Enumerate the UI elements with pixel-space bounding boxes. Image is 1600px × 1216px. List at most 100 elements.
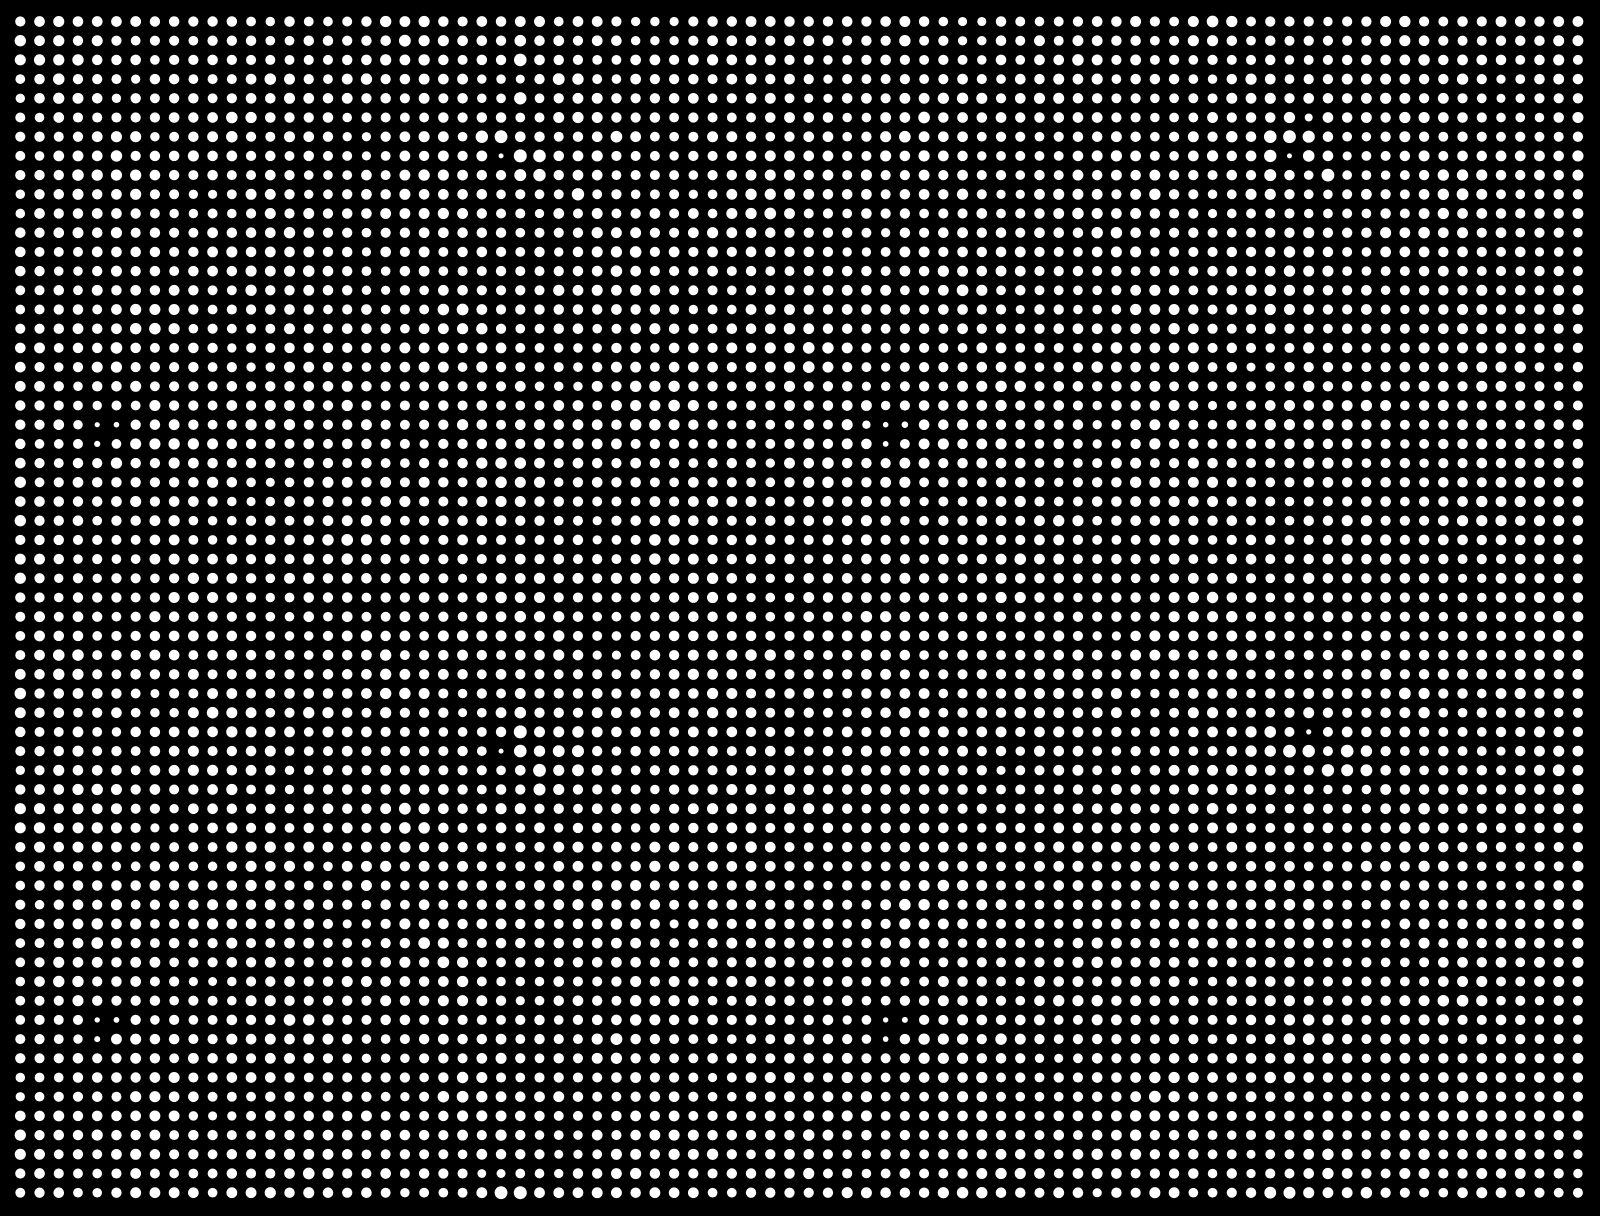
halftone-dot (111, 16, 122, 27)
halftone-dot (688, 131, 699, 142)
halftone-dot (630, 842, 641, 853)
halftone-dot (803, 592, 815, 603)
halftone-dot (207, 476, 219, 488)
halftone-dot (265, 669, 276, 680)
halftone-dot (880, 208, 891, 219)
halftone-dot (746, 439, 756, 449)
halftone-dot (1380, 515, 1391, 526)
halftone-dot (611, 35, 622, 46)
halftone-dot (15, 419, 26, 430)
halftone-dot (322, 380, 334, 392)
halftone-dot (592, 1091, 603, 1102)
halftone-dot (34, 1148, 45, 1160)
halftone-dot (208, 189, 218, 199)
halftone-dot (534, 54, 545, 66)
halftone-dot (457, 784, 468, 795)
halftone-dot (246, 170, 257, 181)
halftone-dot (1015, 285, 1026, 296)
halftone-dot (957, 899, 968, 910)
halftone-dot (1130, 342, 1142, 354)
halftone-dot (284, 611, 295, 622)
halftone-dot (399, 495, 411, 508)
halftone-dot (72, 841, 84, 853)
halftone-dot (1034, 419, 1045, 430)
halftone-dot (995, 399, 1007, 412)
halftone-dot (630, 669, 641, 680)
halftone-dot (1572, 1072, 1584, 1083)
halftone-dot (130, 169, 142, 181)
halftone-dot (342, 170, 353, 180)
halftone-dot (1476, 54, 1488, 66)
halftone-dot (168, 611, 180, 622)
halftone-dot (1015, 861, 1026, 872)
halftone-dot (611, 16, 622, 27)
halftone-dot (1130, 534, 1141, 545)
halftone-dot (919, 650, 929, 660)
halftone-dot (1111, 74, 1122, 84)
halftone-dot (342, 285, 353, 296)
halftone-dot (1226, 150, 1238, 162)
halftone-dot (169, 899, 180, 910)
halftone-dot (553, 669, 564, 680)
halftone-dot (303, 150, 315, 162)
halftone-dot (1111, 899, 1122, 910)
halftone-dot (1264, 92, 1276, 104)
halftone-dot (1361, 611, 1372, 622)
halftone-dot (361, 1014, 372, 1025)
halftone-dot (380, 35, 391, 46)
halftone-dot (265, 765, 276, 776)
halftone-dot (226, 880, 238, 891)
halftone-dot (323, 74, 333, 84)
halftone-dot (495, 1033, 507, 1045)
halftone-dot (784, 861, 795, 872)
halftone-dot (245, 554, 257, 565)
halftone-dot (1226, 323, 1237, 334)
halftone-dot (207, 918, 219, 930)
halftone-dot (803, 1129, 815, 1141)
halftone-dot (110, 822, 122, 834)
halftone-dot (1226, 304, 1238, 315)
halftone-dot (380, 553, 391, 565)
halftone-dot (457, 1033, 468, 1045)
halftone-dot (900, 535, 910, 545)
halftone-dot (1322, 937, 1334, 949)
halftone-dot (687, 496, 699, 507)
halftone-dot (995, 688, 1007, 699)
halftone-dot (803, 765, 814, 776)
halftone-dot (880, 668, 892, 680)
halftone-dot (861, 362, 872, 373)
halftone-dot (188, 976, 198, 987)
halftone-dot (92, 976, 103, 987)
halftone-dot (264, 822, 276, 834)
halftone-dot (611, 803, 622, 814)
halftone-dot (880, 1111, 891, 1121)
halftone-dot (803, 381, 814, 392)
halftone-dot (1188, 1014, 1199, 1025)
halftone-dot (957, 169, 968, 181)
halftone-dot (1169, 246, 1180, 257)
halftone-dot (34, 592, 45, 603)
halftone-dot (1053, 649, 1065, 661)
halftone-dot (245, 918, 257, 930)
halftone-dot (649, 285, 661, 296)
halftone-dot (649, 918, 660, 929)
halftone-dot (514, 1110, 526, 1122)
halftone-dot (803, 1014, 814, 1026)
halftone-dot (822, 438, 834, 450)
halftone-dot (804, 93, 814, 103)
halftone-dot (1438, 765, 1449, 776)
halftone-dot (419, 1014, 430, 1025)
halftone-dot (303, 380, 315, 392)
halftone-dot (1476, 727, 1487, 737)
halftone-dot (515, 266, 526, 277)
halftone-dot (1072, 361, 1084, 373)
halftone-dot (1168, 1168, 1180, 1179)
halftone-dot (1399, 1129, 1411, 1141)
halftone-dot (1476, 304, 1488, 315)
halftone-dot (34, 1034, 45, 1045)
halftone-dot (784, 208, 795, 219)
halftone-dot (553, 1015, 564, 1025)
halftone-dot (1572, 880, 1584, 891)
halftone-dot (861, 188, 872, 200)
halftone-dot (1207, 246, 1218, 257)
